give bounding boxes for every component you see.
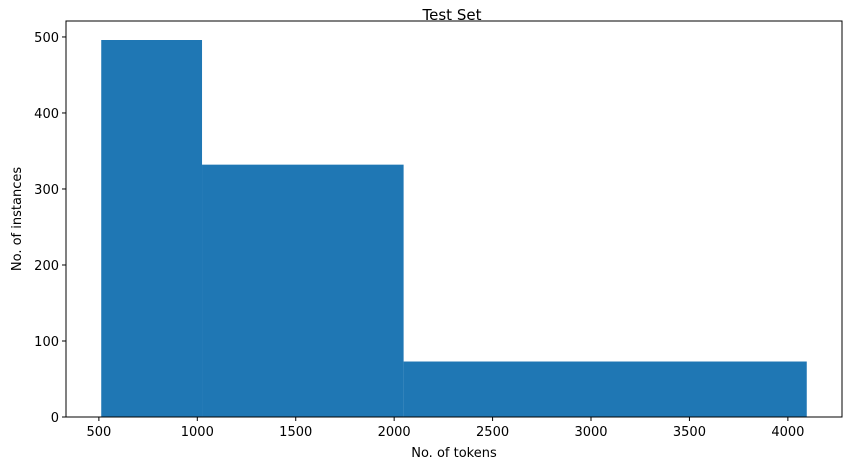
y-tick-label: 200: [34, 259, 59, 274]
histogram-bar-1: [202, 164, 404, 417]
x-tick-label: 2500: [476, 425, 509, 440]
x-tick-label: 2000: [378, 425, 411, 440]
y-tick-label: 0: [51, 411, 59, 426]
y-axis-ticks: 0 100 200 300 400 500: [34, 31, 66, 426]
x-tick-label: 3000: [574, 425, 607, 440]
y-axis-label: No. of instances: [10, 167, 25, 271]
y-tick-label: 500: [34, 31, 59, 46]
x-tick-label: 3500: [673, 425, 706, 440]
y-tick-label: 400: [34, 107, 59, 122]
chart-title: Test Set: [422, 6, 482, 24]
histogram-bar-2: [403, 361, 807, 417]
x-tick-label: 500: [86, 425, 111, 440]
x-tick-label: 1500: [279, 425, 312, 440]
x-tick-label: 4000: [771, 425, 804, 440]
plot-frame: [65, 20, 843, 418]
x-tick-label: 1000: [181, 425, 214, 440]
y-tick-label: 100: [34, 335, 59, 350]
x-axis-label: No. of tokens: [411, 446, 497, 461]
x-axis-ticks: 500 1000 1500 2000 2500 3000 3500 4000: [86, 417, 804, 440]
y-tick-label: 300: [34, 183, 59, 198]
bars-group: [101, 40, 807, 417]
histogram-bar-0: [101, 40, 203, 417]
